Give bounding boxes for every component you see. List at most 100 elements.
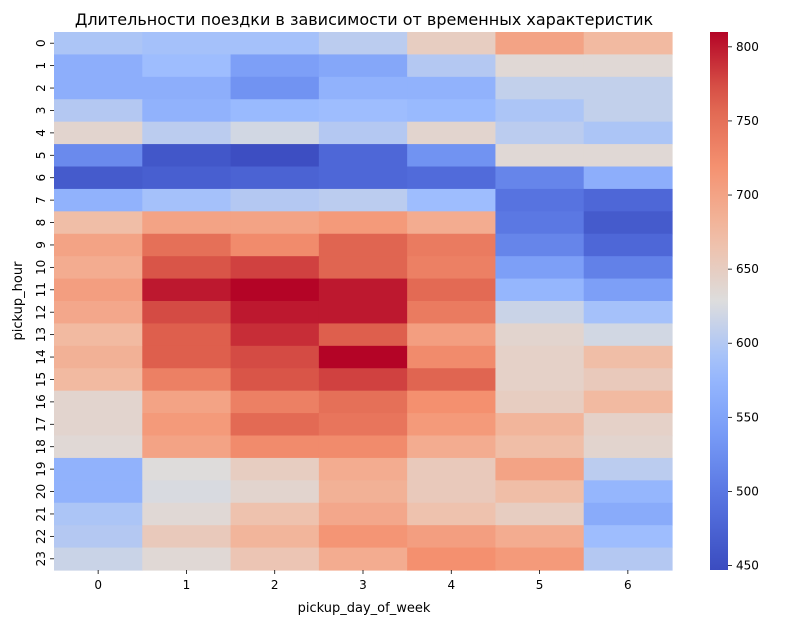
heatmap-cell (495, 435, 585, 459)
heatmap-cell (583, 121, 673, 145)
heatmap-cell (583, 547, 673, 571)
heatmap-cell (54, 188, 143, 212)
heatmap-cell (54, 233, 143, 257)
colorbar-tick-label: 550 (736, 410, 759, 424)
heatmap-cell (495, 54, 585, 78)
heatmap-cell (318, 390, 408, 414)
y-tick-label: 8 (34, 219, 48, 227)
heatmap-cell (54, 502, 143, 526)
y-tick-label: 9 (34, 241, 48, 249)
heatmap-cell (407, 502, 497, 526)
heatmap-cell (318, 99, 408, 123)
heatmap-cell (318, 54, 408, 78)
heatmap-cell (54, 480, 143, 504)
heatmap-cell (407, 525, 497, 549)
y-tick-label: 23 (34, 551, 48, 566)
y-tick-label: 4 (34, 129, 48, 137)
heatmap-cell (142, 144, 232, 168)
heatmap-cell (407, 301, 497, 325)
heatmap-cell (54, 413, 143, 437)
heatmap-cell (230, 547, 320, 571)
heatmap-cell (230, 99, 320, 123)
heatmap-cell (318, 413, 408, 437)
heatmap-cell (583, 301, 673, 325)
heatmap-cell (318, 547, 408, 571)
heatmap-cell (230, 345, 320, 369)
heatmap-cell (54, 390, 143, 414)
heatmap-cell (318, 525, 408, 549)
heatmap-cell (230, 525, 320, 549)
heatmap-cell (583, 525, 673, 549)
heatmap-cell (142, 233, 232, 257)
heatmap-cell (54, 54, 143, 78)
heatmap-cell (583, 435, 673, 459)
heatmap-cell (230, 144, 320, 168)
heatmap-cell (407, 390, 497, 414)
heatmap-cell (54, 166, 143, 190)
heatmap-cell (142, 76, 232, 100)
heatmap-cell (407, 233, 497, 257)
y-tick-label: 0 (34, 39, 48, 47)
y-tick-label: 14 (34, 349, 48, 364)
heatmap-cell (230, 457, 320, 481)
heatmap-cell (142, 256, 232, 280)
heatmap-cell (495, 166, 585, 190)
heatmap-cell (407, 457, 497, 481)
heatmap-cell (495, 278, 585, 302)
heatmap-cell (407, 32, 497, 56)
heatmap-cell (495, 525, 585, 549)
heatmap-cell (583, 188, 673, 212)
heatmap-cell (142, 32, 232, 56)
y-tick-label: 11 (34, 282, 48, 297)
heatmap-cell (495, 547, 585, 571)
heatmap-cell (318, 121, 408, 145)
heatmap-cell (230, 390, 320, 414)
heatmap-cell (495, 32, 585, 56)
heatmap-cell (54, 256, 143, 280)
heatmap-cell (230, 54, 320, 78)
heatmap-cell (407, 211, 497, 235)
x-tick-label: 2 (271, 578, 279, 592)
heatmap-cell (142, 390, 232, 414)
heatmap-cell (54, 144, 143, 168)
colorbar-tick-label: 450 (736, 559, 759, 573)
heatmap-cell (583, 54, 673, 78)
heatmap-cell (407, 547, 497, 571)
heatmap-cell (318, 480, 408, 504)
heatmap-cell (318, 301, 408, 325)
heatmap-cell (230, 368, 320, 392)
heatmap-cell (407, 144, 497, 168)
heatmap-cell (142, 54, 232, 78)
heatmap-cell (583, 144, 673, 168)
heatmap-cell (54, 457, 143, 481)
heatmap-cell (142, 502, 232, 526)
heatmap-cell (583, 390, 673, 414)
heatmap-cell (495, 256, 585, 280)
heatmap-cell (230, 323, 320, 347)
heatmap-cell (583, 99, 673, 123)
heatmap-cell (142, 211, 232, 235)
heatmap-cell (54, 323, 143, 347)
heatmap-cell (230, 166, 320, 190)
heatmap-cell (583, 413, 673, 437)
heatmap-cell (142, 547, 232, 571)
heatmap-cell (230, 413, 320, 437)
heatmap-cell (142, 525, 232, 549)
heatmap-cell (230, 256, 320, 280)
heatmap-cell (407, 121, 497, 145)
heatmap-cell (318, 233, 408, 257)
heatmap-cell (318, 256, 408, 280)
heatmap-cell (583, 76, 673, 100)
heatmap-cell (583, 233, 673, 257)
heatmap-cell (407, 368, 497, 392)
heatmap-cell (495, 99, 585, 123)
heatmap-cell (583, 323, 673, 347)
heatmap-cell (407, 413, 497, 437)
heatmap-cell (142, 99, 232, 123)
y-tick-label: 7 (34, 196, 48, 204)
y-tick-label: 20 (34, 484, 48, 499)
x-axis-label: pickup_day_of_week (298, 601, 431, 616)
y-tick-label: 16 (34, 394, 48, 409)
x-tick-label: 5 (536, 578, 544, 592)
